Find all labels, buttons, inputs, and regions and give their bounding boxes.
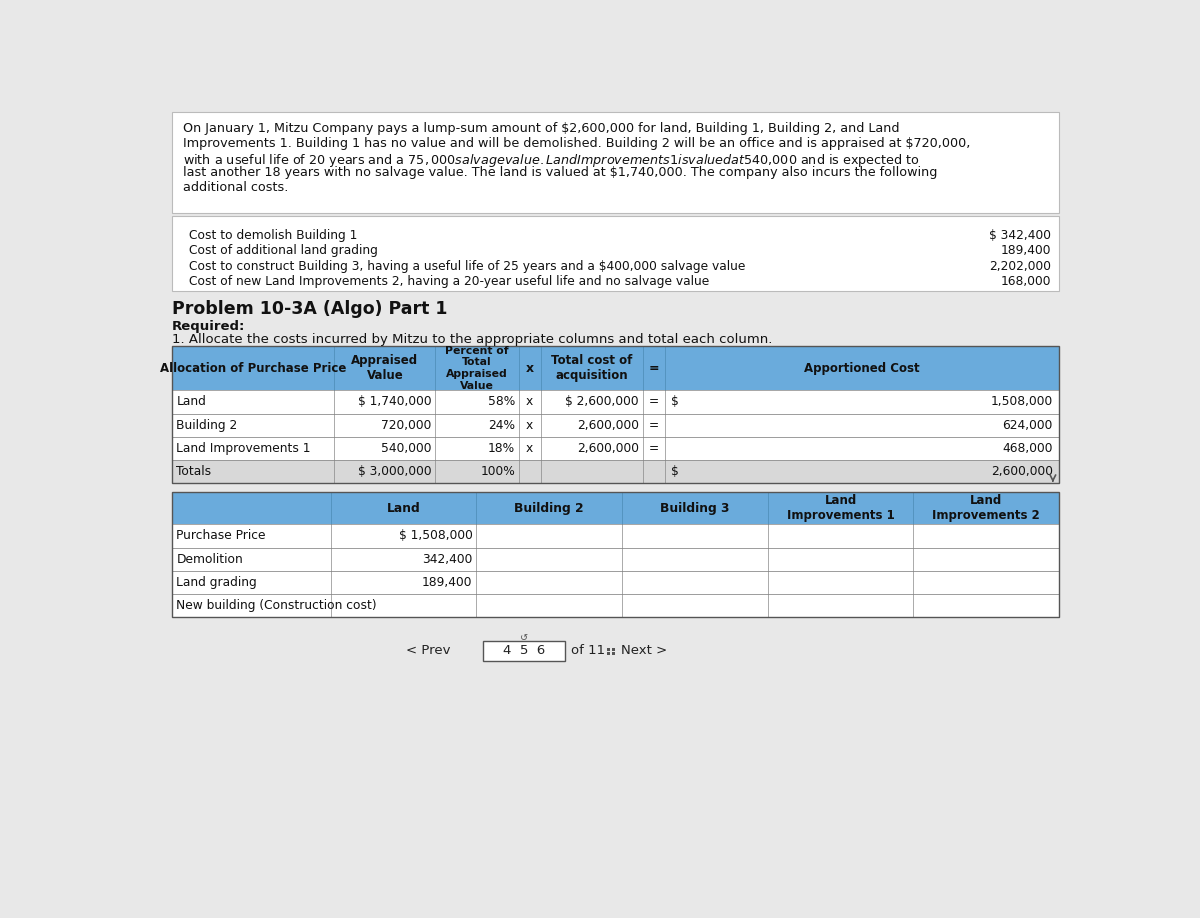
Text: =: = [649,419,659,431]
Bar [172,460,1060,483]
Text: Building 2: Building 2 [515,502,584,515]
Text: On January 1, Mitzu Company pays a lump-sum amount of $2,600,000 for land, Build: On January 1, Mitzu Company pays a lump-… [182,122,899,136]
Text: Required:: Required: [172,319,245,332]
Text: with a useful life of 20 years and a $75,000 salvage value. Land Improvements 1 : with a useful life of 20 years and a $75… [182,151,919,169]
Text: ↺: ↺ [520,633,528,644]
Bar [172,217,1060,291]
Text: 624,000: 624,000 [1002,419,1052,431]
Text: 168,000: 168,000 [1001,274,1051,288]
Text: Land: Land [176,396,206,409]
Text: Cost to construct Building 3, having a useful life of 25 years and a $400,000 sa: Cost to construct Building 3, having a u… [188,260,745,273]
Text: Improvements 1. Building 1 has no value and will be demolished. Building 2 will : Improvements 1. Building 1 has no value … [182,137,970,151]
Text: Building 2: Building 2 [176,419,238,431]
Text: Purchase Price: Purchase Price [176,530,266,543]
Bar [612,647,616,651]
Text: Next >: Next > [622,644,667,657]
Bar [172,492,1060,524]
Text: Allocation of Purchase Price: Allocation of Purchase Price [160,362,347,375]
Text: Problem 10-3A (Algo) Part 1: Problem 10-3A (Algo) Part 1 [172,299,448,318]
Text: x: x [526,362,534,375]
Text: of 11: of 11 [571,644,605,657]
Bar [172,594,1060,617]
Text: 18%: 18% [488,442,515,454]
Bar [172,437,1060,460]
Text: Cost to demolish Building 1: Cost to demolish Building 1 [188,229,358,241]
Text: x: x [526,419,533,431]
Text: 189,400: 189,400 [1001,244,1051,257]
Text: Land
Improvements 1: Land Improvements 1 [787,494,894,522]
Text: Building 3: Building 3 [660,502,730,515]
Text: $ 1,740,000: $ 1,740,000 [358,396,431,409]
Bar [172,524,1060,547]
Text: 2,600,000: 2,600,000 [577,419,640,431]
Text: $ 1,508,000: $ 1,508,000 [398,530,473,543]
Text: Land
Improvements 2: Land Improvements 2 [932,494,1040,522]
Bar [172,571,1060,594]
Text: 100%: 100% [480,465,515,477]
Text: $: $ [671,396,678,409]
Text: 540,000: 540,000 [380,442,431,454]
Text: $ 342,400: $ 342,400 [989,229,1051,241]
Bar [484,641,565,661]
Text: Apportioned Cost: Apportioned Cost [804,362,919,375]
Text: < Prev: < Prev [406,644,450,657]
Text: Demolition: Demolition [176,553,244,565]
Text: 2,202,000: 2,202,000 [989,260,1051,273]
Text: Land Improvements 1: Land Improvements 1 [176,442,311,454]
Bar [172,346,1060,483]
Text: 58%: 58% [487,396,515,409]
Text: Total cost of
acquisition: Total cost of acquisition [551,354,632,382]
Text: 468,000: 468,000 [1002,442,1052,454]
Text: =: = [649,396,659,409]
Text: additional costs.: additional costs. [182,181,288,194]
Text: 1. Allocate the costs incurred by Mitzu to the appropriate columns and total eac: 1. Allocate the costs incurred by Mitzu … [172,333,772,346]
Bar [172,547,1060,571]
Text: 189,400: 189,400 [422,576,473,588]
Text: Percent of
Total
Appraised
Value: Percent of Total Appraised Value [445,346,509,390]
Text: $ 3,000,000: $ 3,000,000 [358,465,431,477]
Bar [607,647,611,651]
Text: Appraised
Value: Appraised Value [352,354,419,382]
Text: Land grading: Land grading [176,576,257,588]
Bar [172,492,1060,617]
Text: 342,400: 342,400 [422,553,473,565]
Bar [607,653,611,655]
Text: Totals: Totals [176,465,211,477]
Text: x: x [526,396,533,409]
Text: 2,600,000: 2,600,000 [991,465,1052,477]
Text: New building (Construction cost): New building (Construction cost) [176,599,377,611]
Text: =: = [648,362,659,375]
Bar [172,390,1060,413]
Text: $ 2,600,000: $ 2,600,000 [565,396,640,409]
Text: $: $ [671,465,678,477]
Text: 24%: 24% [488,419,515,431]
Bar [612,653,616,655]
Text: =: = [649,442,659,454]
Text: Land: Land [386,502,420,515]
Bar [172,346,1060,390]
Text: Cost of new Land Improvements 2, having a 20-year useful life and no salvage val: Cost of new Land Improvements 2, having … [188,274,709,288]
Text: last another 18 years with no salvage value. The land is valued at $1,740,000. T: last another 18 years with no salvage va… [182,166,937,179]
Bar [172,413,1060,437]
Text: 2,600,000: 2,600,000 [577,442,640,454]
Text: Cost of additional land grading: Cost of additional land grading [188,244,378,257]
Text: 4  5  6: 4 5 6 [503,644,545,657]
Text: 1,508,000: 1,508,000 [991,396,1052,409]
Bar [172,112,1060,213]
Text: 720,000: 720,000 [380,419,431,431]
Text: x: x [526,442,533,454]
